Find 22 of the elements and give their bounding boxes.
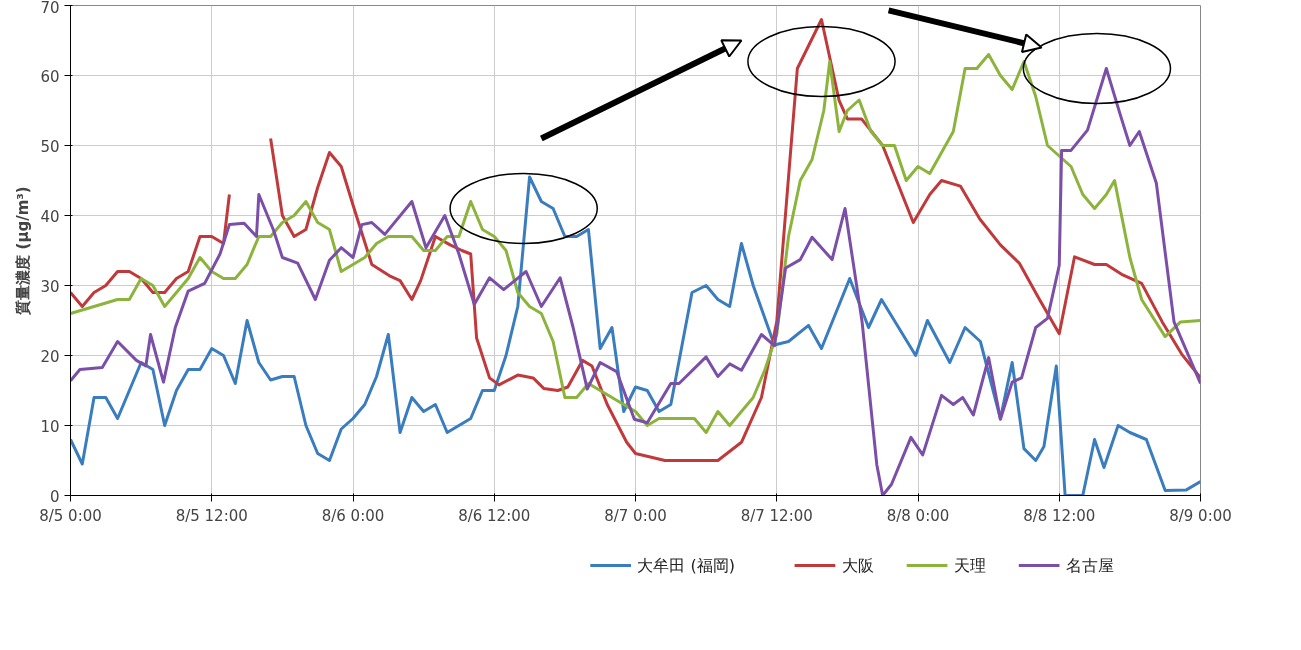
x-tick-label: 8/7 12:00 (740, 506, 813, 525)
x-tick-label: 8/6 0:00 (321, 506, 385, 525)
x-tick-label: 8/5 0:00 (39, 506, 102, 525)
legend-label: 大牟田 (福岡) (637, 556, 735, 575)
legend-label: 天理 (953, 556, 986, 575)
y-tick-label: 50 (40, 137, 60, 156)
legend-label: 大阪 (841, 556, 874, 575)
y-tick-label: 70 (40, 0, 60, 17)
x-tick-label: 8/9 0:00 (1169, 506, 1232, 525)
x-tick-label: 8/6 12:00 (458, 506, 531, 525)
y-tick-label: 40 (40, 207, 60, 226)
x-tick-label: 8/7 0:00 (604, 506, 667, 525)
y-tick-label: 30 (40, 277, 60, 296)
y-tick-label: 10 (40, 417, 60, 436)
y-tick-label: 60 (40, 67, 60, 86)
y-axis-title: 質量濃度 (μg/m³) (14, 186, 33, 316)
legend-label: 名古屋 (1065, 556, 1114, 575)
y-tick-label: 20 (40, 347, 60, 366)
x-tick-label: 8/5 12:00 (175, 506, 248, 525)
x-tick-label: 8/8 12:00 (1023, 506, 1096, 525)
y-tick-label: 0 (49, 487, 60, 506)
x-tick-label: 8/8 0:00 (886, 506, 950, 525)
